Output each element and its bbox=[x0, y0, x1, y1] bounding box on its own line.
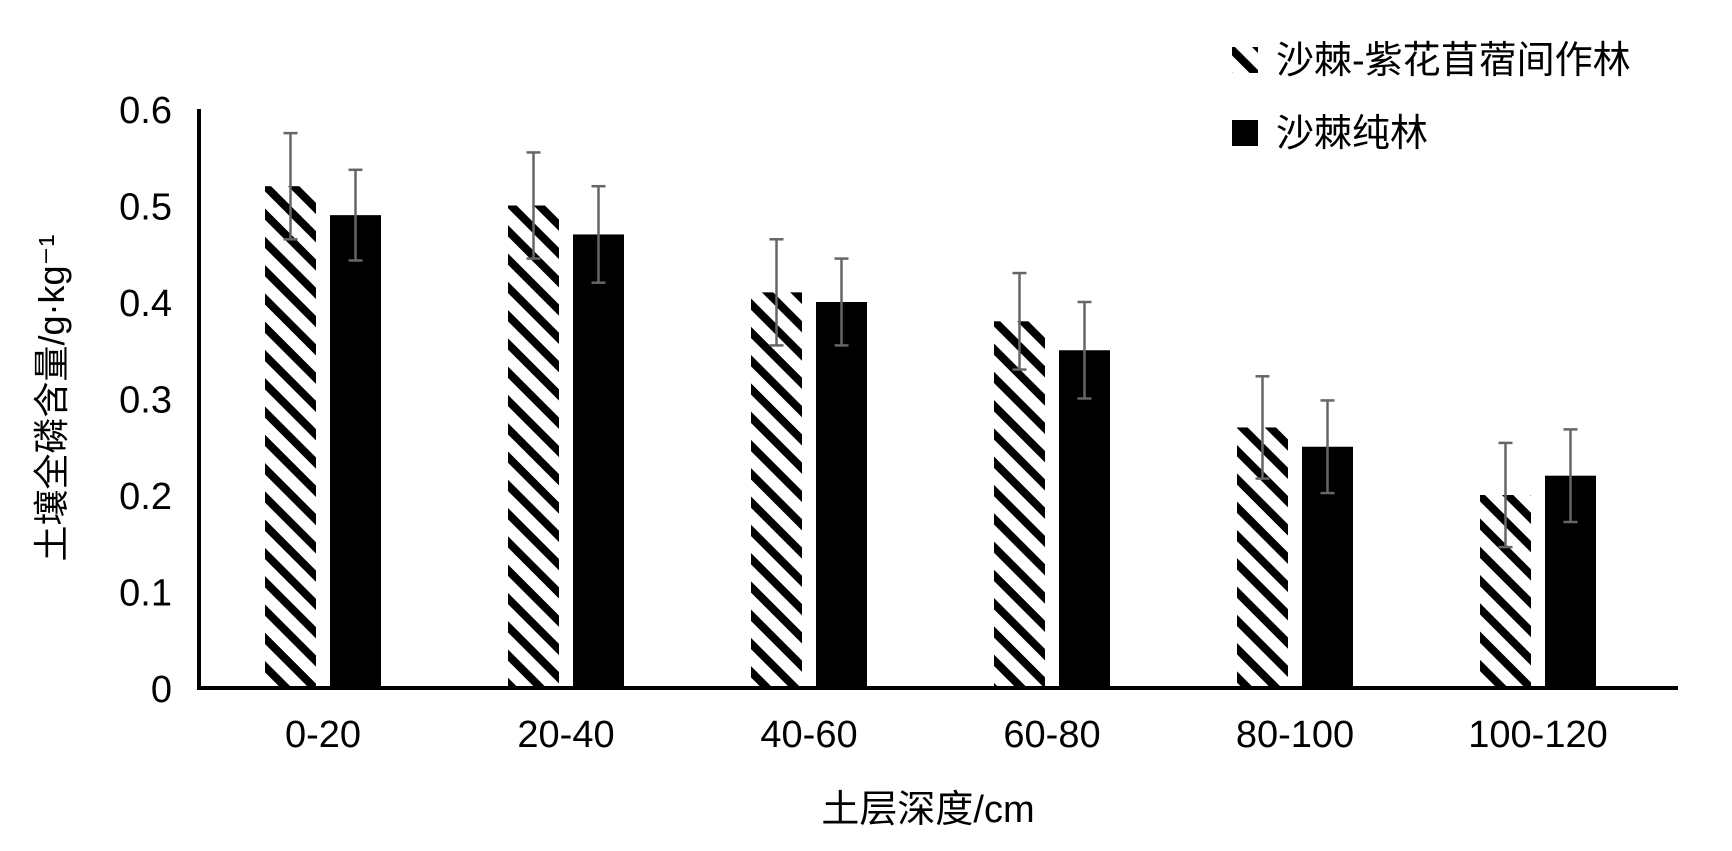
y-tick-label: 0.4 bbox=[119, 283, 172, 325]
legend-label-pure: 沙棘纯林 bbox=[1276, 113, 1428, 155]
legend: 沙棘-紫花苜蓿间作林 沙棘纯林 bbox=[1232, 40, 1631, 155]
bar-pure-60-80 bbox=[1059, 350, 1110, 688]
y-axis-title: 土壤全磷含量/g·kg⁻¹ bbox=[31, 234, 72, 561]
bar-intercrop-60-80 bbox=[994, 321, 1045, 688]
x-tick-label: 60-80 bbox=[1003, 714, 1100, 756]
bar-pure-40-60 bbox=[816, 302, 867, 688]
error-bar-pure-80-100 bbox=[1320, 399, 1335, 495]
error-bar-intercrop-100-120 bbox=[1498, 441, 1513, 549]
error-bar-intercrop-0-20 bbox=[283, 131, 298, 241]
error-bars-group bbox=[283, 131, 1578, 549]
bar-intercrop-40-60 bbox=[751, 292, 802, 688]
x-axis-title: 土层深度/cm bbox=[821, 789, 1034, 831]
legend-swatch-solid bbox=[1232, 120, 1258, 146]
y-tick-label: 0.5 bbox=[119, 187, 172, 229]
error-bar-intercrop-60-80 bbox=[1012, 271, 1027, 371]
legend-label-intercrop: 沙棘-紫花苜蓿间作林 bbox=[1276, 40, 1631, 82]
bar-intercrop-20-40 bbox=[508, 205, 559, 688]
y-tick-label: 0.2 bbox=[119, 476, 172, 518]
error-bar-pure-20-40 bbox=[591, 184, 606, 284]
error-bar-pure-40-60 bbox=[834, 257, 849, 347]
x-tick-label: 80-100 bbox=[1236, 714, 1354, 756]
x-tick-label: 100-120 bbox=[1468, 714, 1607, 756]
x-tick-label: 20-40 bbox=[517, 714, 614, 756]
y-tick-labels: 0 0.1 0.2 0.3 0.4 0.5 0.6 bbox=[119, 90, 172, 711]
y-tick-label: 0.6 bbox=[119, 90, 172, 132]
bar-pure-0-20 bbox=[330, 215, 381, 688]
y-tick-label: 0.3 bbox=[119, 380, 172, 422]
error-bar-pure-0-20 bbox=[348, 168, 363, 262]
error-bar-intercrop-40-60 bbox=[769, 238, 784, 347]
bars-group bbox=[265, 186, 1596, 688]
axes bbox=[197, 109, 1678, 690]
legend-swatch-hatched bbox=[1232, 47, 1258, 73]
y-tick-label: 0 bbox=[151, 669, 172, 711]
bar-intercrop-0-20 bbox=[265, 186, 316, 688]
x-tick-labels: 0-20 20-40 40-60 60-80 80-100 100-120 bbox=[285, 714, 1608, 756]
error-bar-pure-100-120 bbox=[1563, 428, 1578, 524]
error-bar-pure-60-80 bbox=[1077, 300, 1092, 400]
x-tick-label: 40-60 bbox=[760, 714, 857, 756]
x-tick-label: 0-20 bbox=[285, 714, 361, 756]
y-tick-label: 0.1 bbox=[119, 573, 172, 615]
bar-pure-20-40 bbox=[573, 234, 624, 688]
error-bar-intercrop-20-40 bbox=[526, 151, 541, 260]
error-bar-intercrop-80-100 bbox=[1255, 375, 1270, 480]
